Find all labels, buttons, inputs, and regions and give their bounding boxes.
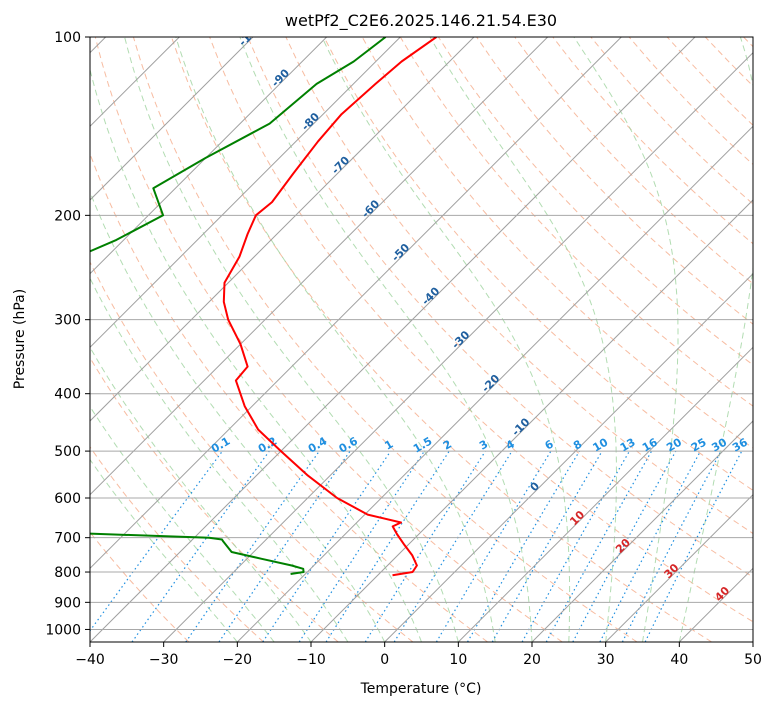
y-tick-label: 100 [54, 30, 81, 46]
pressure-gridlines [90, 37, 753, 630]
moist-adiabat [90, 190, 386, 642]
moist-adiabat [239, 37, 533, 642]
dry-adiabat [90, 260, 414, 642]
isotherm-line [90, 37, 475, 422]
moist-adiabat [321, 37, 571, 642]
dry-adiabat [514, 37, 753, 285]
moist-adiabat [90, 67, 422, 642]
y-axis-label: Pressure (hPa) [12, 289, 28, 389]
chart-title: wetPf2_C2E6.2025.146.21.54.E30 [285, 11, 557, 31]
moist-adiabat [678, 37, 753, 642]
x-tick-label: −20 [223, 652, 253, 668]
moist-adiabat [429, 37, 617, 642]
moist-adiabat [573, 37, 679, 642]
plot-frame [89, 36, 754, 643]
mixing-ratio-line [364, 450, 486, 642]
moist-adiabats [90, 37, 753, 642]
dry-adiabat [209, 37, 753, 623]
y-tick-label: 300 [54, 313, 81, 329]
dry-adiabat [247, 37, 753, 578]
x-tick-label: 20 [523, 652, 541, 668]
dry-adiabat [171, 37, 712, 642]
x-tick-label: 10 [449, 652, 467, 668]
x-tick-label: −30 [149, 652, 179, 668]
dry-adiabat [476, 37, 753, 325]
mixing-ratio-line [298, 450, 425, 642]
y-tick-label: 200 [54, 208, 81, 224]
mixing-ratio-line [325, 450, 450, 642]
isotherm-line [384, 272, 753, 642]
dry-adiabat [94, 37, 563, 642]
isotherm-line [310, 199, 753, 642]
mixing-ratio-line [262, 450, 392, 642]
y-tick-label: 1000 [45, 622, 81, 638]
y-tick-label: 400 [54, 387, 81, 403]
moist-adiabat [90, 458, 238, 642]
y-tick-label: 800 [54, 565, 81, 581]
dry-adiabat [323, 37, 753, 491]
y-tick-label: 500 [54, 444, 81, 460]
isotherm-line [90, 37, 254, 201]
x-tick-label: −10 [296, 652, 326, 668]
x-axis-label: Temperature (°C) [360, 681, 482, 697]
mixing-ratio-line [572, 450, 677, 642]
isotherms [90, 37, 753, 642]
dry-adiabat [90, 446, 264, 642]
mixing-ratio-line [466, 450, 580, 642]
isotherm-line [90, 37, 622, 570]
mixing-ratio-line [218, 450, 351, 642]
isotherm-line [236, 125, 753, 642]
dry-adiabat [285, 37, 753, 535]
isotherm-label: -100 [236, 20, 265, 49]
y-tick-label: 700 [54, 531, 81, 547]
mixing-ratio-line [185, 450, 320, 642]
isotherm-line [90, 37, 328, 275]
y-axis-ticks: 100 200 300 400 500 600 700 800 900 1000 [45, 30, 90, 638]
mixing-ratio-line [599, 450, 702, 642]
isotherm-line [90, 37, 696, 642]
isotherm-line [90, 37, 549, 496]
x-tick-label: 0 [380, 652, 389, 668]
moist-adiabat [175, 37, 496, 642]
isotherm-line [163, 51, 753, 642]
isotherm-line [531, 420, 753, 642]
mixing-ratio-line [435, 450, 552, 642]
y-tick-label: 600 [54, 491, 81, 507]
isotherm-line [605, 493, 753, 642]
temperature-profile [222, 37, 437, 577]
isotherm-line [457, 346, 753, 642]
moist-adiabat [124, 37, 459, 642]
x-tick-label: −40 [75, 652, 105, 668]
mixing-ratio-lines [90, 450, 743, 642]
dry-adiabat [132, 37, 638, 642]
x-axis-ticks: −40 −30 −20 −10 0 10 20 30 40 50 [75, 642, 762, 668]
x-tick-label: 40 [670, 652, 688, 668]
isotherm-line [90, 37, 401, 349]
x-tick-label: 50 [744, 652, 762, 668]
moist-adiabat [90, 405, 275, 642]
moist-adiabat [90, 277, 349, 642]
y-tick-label: 900 [54, 595, 81, 611]
x-tick-label: 30 [597, 652, 615, 668]
dry-adiabats [90, 37, 753, 642]
